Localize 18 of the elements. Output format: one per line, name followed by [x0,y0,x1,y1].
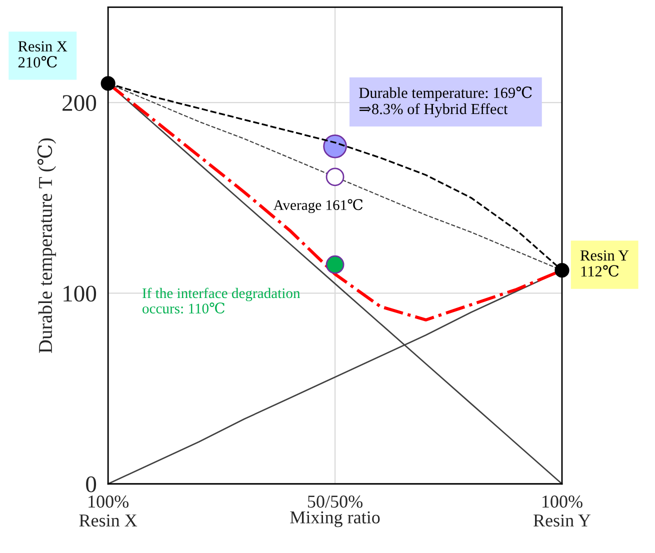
annotation: Resin X 210℃ [18,41,68,68]
point [326,168,344,186]
annotation: Average 161℃ [273,199,363,214]
x-axis-title: Mixing ratio [290,511,380,528]
point [326,255,344,274]
x-tick-label: 100% Resin X [79,496,138,527]
point [554,263,570,278]
y-axis-title: Durable temperature T (℃) [37,138,56,353]
y-tick-label: 0 [86,476,96,492]
annotation: Resin Y 112℃ [580,250,629,277]
point [100,76,116,91]
point [323,134,347,158]
annotation: Durable temperature: 169℃ ⇒8.3% of Hybrid Effect [359,86,532,118]
y-tick-label: 200 [62,95,96,111]
x-tick-label: 100% Resin Y [534,496,591,527]
y-tick-label: 100 [64,286,96,302]
x-tick-label: 50/50% [308,496,362,508]
annotation: If the interface degradation occurs: 110℃ [142,288,300,314]
